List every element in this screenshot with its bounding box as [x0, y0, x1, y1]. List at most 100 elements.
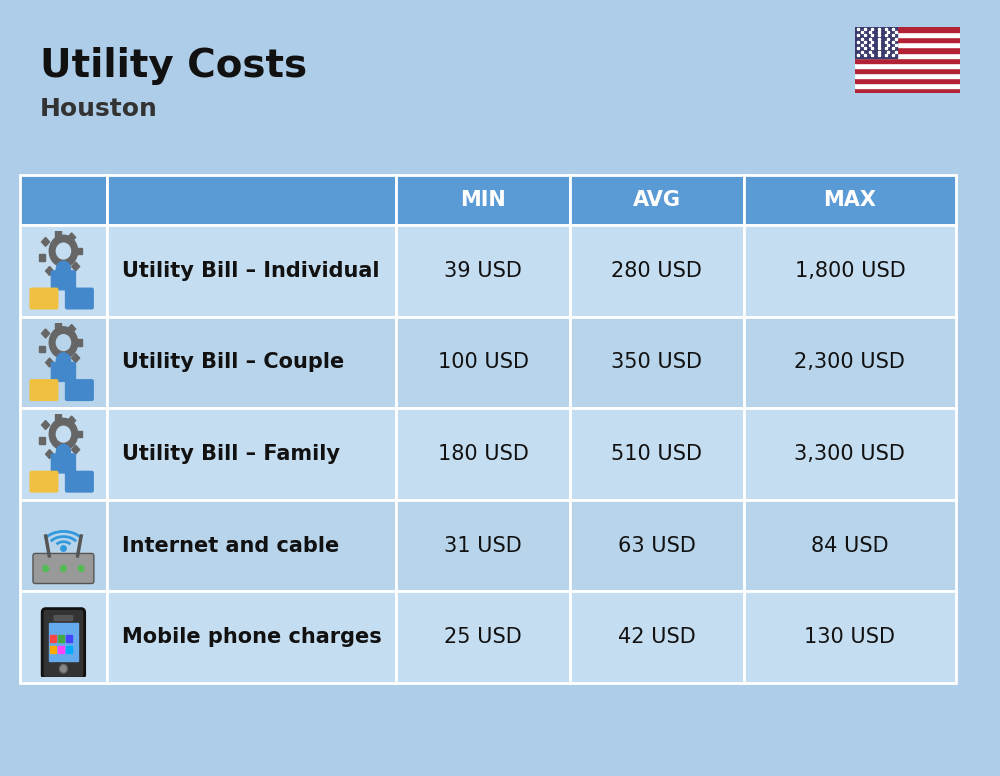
Bar: [42, 329, 50, 338]
Bar: [744, 408, 956, 500]
Circle shape: [49, 327, 78, 359]
Circle shape: [61, 565, 66, 572]
Bar: [396, 408, 570, 500]
Bar: [49, 623, 78, 661]
Bar: [61, 455, 66, 461]
FancyBboxPatch shape: [42, 608, 85, 678]
Text: 84 USD: 84 USD: [811, 535, 889, 556]
Bar: [855, 73, 960, 78]
Bar: [68, 324, 76, 334]
Bar: [68, 416, 76, 425]
Text: 25 USD: 25 USD: [444, 627, 522, 647]
Bar: [744, 317, 956, 408]
Bar: [42, 421, 50, 429]
Bar: [855, 27, 897, 57]
Bar: [107, 317, 396, 408]
Bar: [855, 68, 960, 73]
Circle shape: [56, 445, 71, 460]
Bar: [107, 408, 396, 500]
Bar: [76, 431, 82, 438]
Bar: [396, 591, 570, 683]
Circle shape: [56, 334, 71, 351]
Bar: [39, 255, 45, 261]
Text: Internet and cable: Internet and cable: [122, 535, 339, 556]
Bar: [855, 47, 960, 53]
Bar: [855, 78, 960, 83]
Bar: [855, 88, 960, 93]
Bar: [66, 646, 72, 653]
Bar: [20, 175, 107, 225]
Bar: [20, 225, 107, 317]
Bar: [50, 635, 56, 642]
Bar: [61, 272, 66, 278]
Bar: [20, 408, 107, 500]
Bar: [58, 635, 64, 642]
Circle shape: [56, 262, 71, 277]
Bar: [570, 408, 744, 500]
Bar: [39, 346, 45, 352]
Bar: [744, 175, 956, 225]
Bar: [107, 591, 396, 683]
Bar: [20, 591, 107, 683]
Text: 63 USD: 63 USD: [618, 535, 696, 556]
Bar: [39, 438, 45, 444]
Bar: [20, 317, 107, 408]
Bar: [68, 233, 76, 242]
Bar: [72, 262, 80, 271]
Bar: [107, 175, 396, 225]
Bar: [855, 37, 960, 43]
Bar: [744, 591, 956, 683]
Bar: [66, 635, 72, 642]
Bar: [42, 237, 50, 246]
Text: Utility Bill – Couple: Utility Bill – Couple: [122, 352, 344, 372]
Bar: [58, 646, 64, 653]
Bar: [570, 591, 744, 683]
Text: Utility Costs: Utility Costs: [40, 47, 307, 85]
Circle shape: [43, 565, 49, 572]
Bar: [72, 445, 80, 454]
Bar: [396, 500, 570, 591]
Text: 130 USD: 130 USD: [804, 627, 895, 647]
Text: Houston: Houston: [40, 97, 158, 121]
Bar: [107, 225, 396, 317]
FancyBboxPatch shape: [51, 454, 75, 473]
Bar: [855, 57, 960, 63]
Bar: [396, 225, 570, 317]
Circle shape: [56, 353, 71, 369]
FancyBboxPatch shape: [54, 615, 73, 621]
Bar: [855, 27, 960, 33]
Text: Mobile phone charges: Mobile phone charges: [122, 627, 382, 647]
Text: MIN: MIN: [460, 190, 506, 210]
Bar: [72, 354, 80, 362]
Bar: [855, 43, 960, 47]
FancyBboxPatch shape: [30, 471, 58, 492]
Bar: [570, 175, 744, 225]
Bar: [46, 449, 54, 459]
Bar: [46, 358, 54, 367]
Circle shape: [78, 565, 84, 572]
Bar: [855, 83, 960, 88]
Bar: [61, 363, 66, 369]
Text: 280 USD: 280 USD: [611, 261, 702, 281]
Circle shape: [56, 426, 71, 442]
Bar: [76, 248, 82, 255]
FancyBboxPatch shape: [51, 271, 75, 289]
Text: 180 USD: 180 USD: [438, 444, 529, 464]
Text: 100 USD: 100 USD: [438, 352, 529, 372]
Circle shape: [49, 418, 78, 450]
Bar: [570, 500, 744, 591]
Bar: [855, 53, 960, 57]
Circle shape: [49, 235, 78, 267]
FancyBboxPatch shape: [51, 362, 75, 381]
FancyBboxPatch shape: [66, 288, 93, 309]
Bar: [744, 500, 956, 591]
Bar: [855, 33, 960, 37]
Text: 3,300 USD: 3,300 USD: [794, 444, 905, 464]
Bar: [396, 317, 570, 408]
Circle shape: [60, 664, 67, 673]
Bar: [570, 225, 744, 317]
Bar: [570, 317, 744, 408]
Text: 31 USD: 31 USD: [444, 535, 522, 556]
FancyBboxPatch shape: [30, 288, 58, 309]
FancyBboxPatch shape: [66, 471, 93, 492]
